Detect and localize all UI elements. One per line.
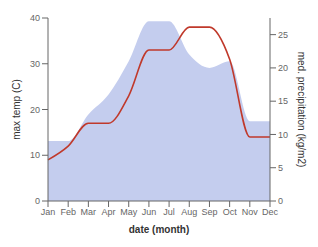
- svg-text:5: 5: [278, 163, 283, 173]
- svg-text:40: 40: [30, 13, 40, 23]
- svg-text:May: May: [120, 207, 138, 217]
- svg-text:Jul: Jul: [163, 207, 175, 217]
- svg-text:Aug: Aug: [181, 207, 197, 217]
- svg-text:med. precipitation (kg/m2): med. precipitation (kg/m2): [296, 52, 307, 168]
- svg-text:Apr: Apr: [102, 207, 116, 217]
- svg-text:10: 10: [30, 150, 40, 160]
- svg-text:Oct: Oct: [223, 207, 238, 217]
- svg-text:max temp (C): max temp (C): [11, 79, 22, 140]
- svg-text:25: 25: [278, 30, 288, 40]
- svg-text:Mar: Mar: [81, 207, 97, 217]
- svg-text:10: 10: [278, 130, 288, 140]
- svg-text:20: 20: [30, 105, 40, 115]
- svg-text:0: 0: [35, 196, 40, 206]
- svg-text:Nov: Nov: [242, 207, 259, 217]
- svg-text:Jun: Jun: [142, 207, 157, 217]
- svg-text:20: 20: [278, 63, 288, 73]
- svg-text:0: 0: [278, 196, 283, 206]
- svg-text:Feb: Feb: [60, 207, 76, 217]
- svg-text:Dec: Dec: [262, 207, 279, 217]
- svg-text:Jan: Jan: [41, 207, 56, 217]
- svg-text:Sep: Sep: [201, 207, 217, 217]
- svg-text:30: 30: [30, 59, 40, 69]
- svg-text:date (month): date (month): [129, 224, 190, 235]
- svg-text:15: 15: [278, 96, 288, 106]
